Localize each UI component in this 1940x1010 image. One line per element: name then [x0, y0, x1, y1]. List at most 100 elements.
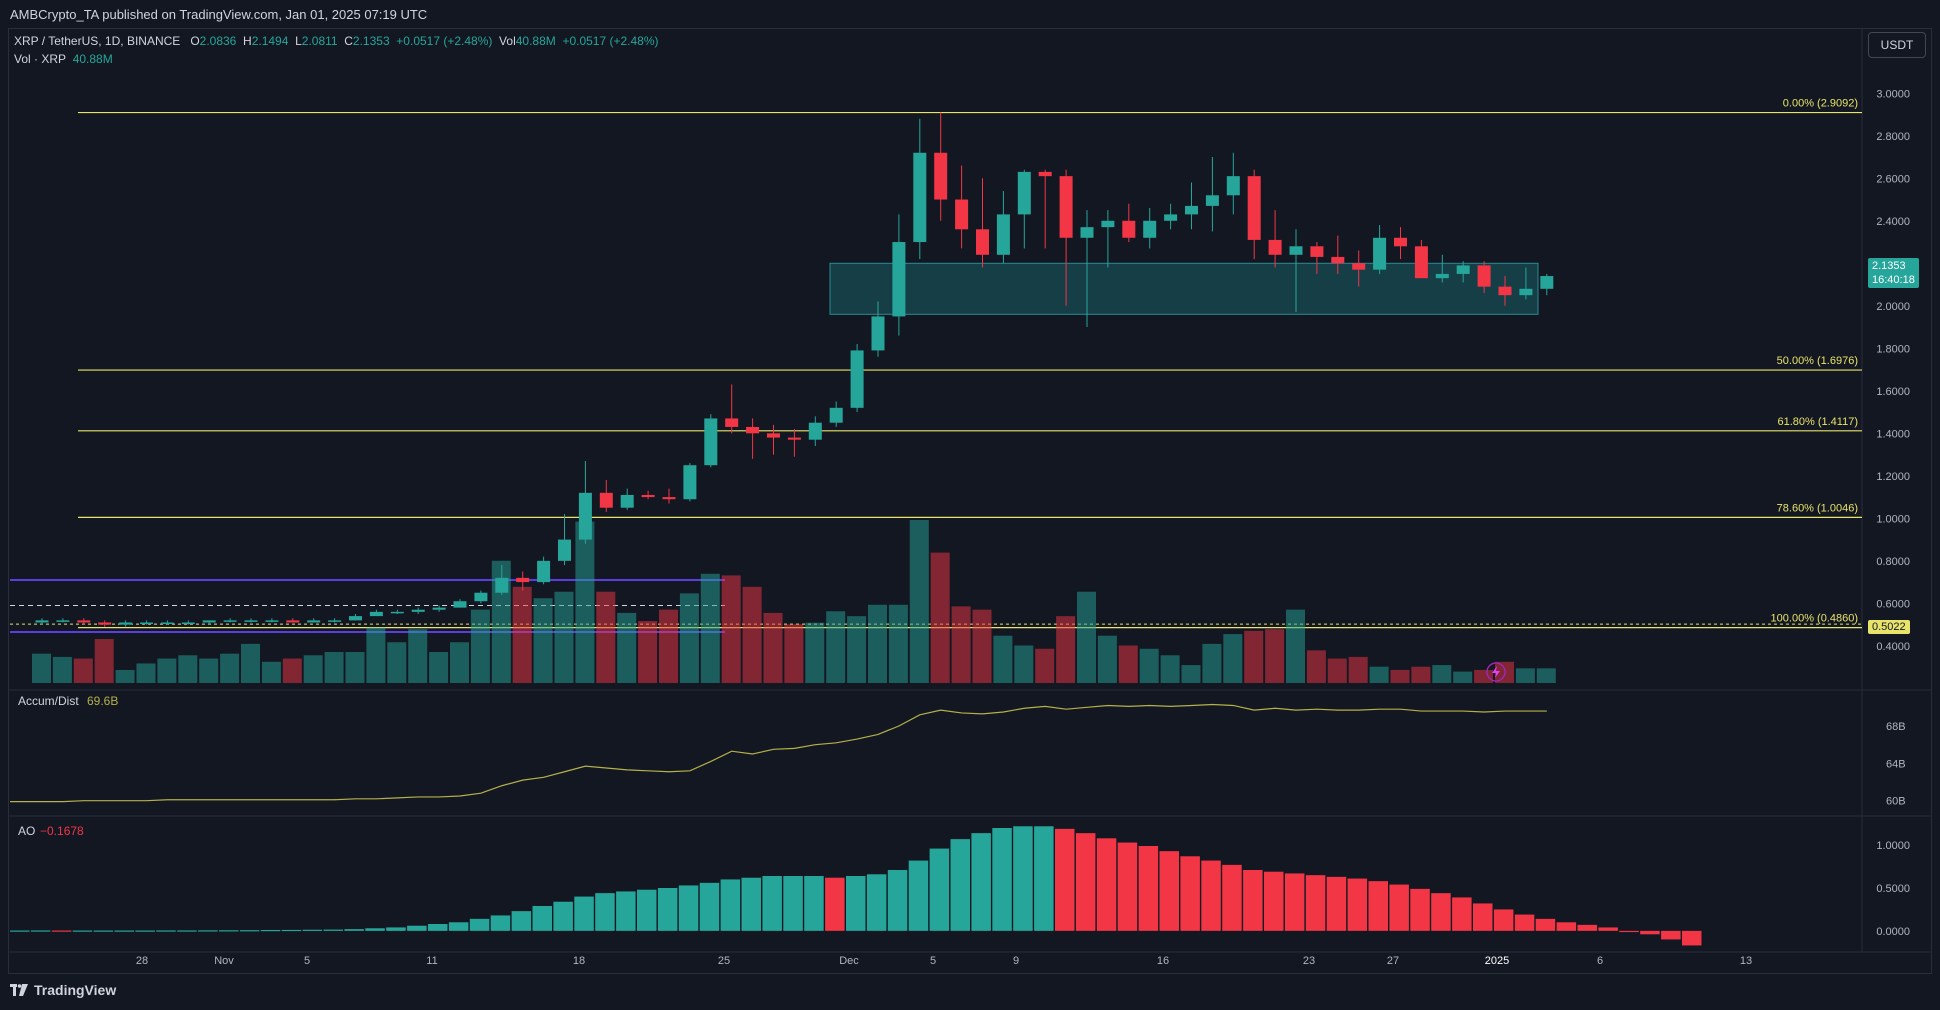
candle-body [1435, 273, 1449, 279]
support-zone [829, 262, 1539, 315]
ao-bar [1598, 927, 1618, 931]
currency-button[interactable]: USDT [1868, 32, 1926, 58]
close-label: C [344, 34, 353, 48]
ao-bar [1222, 864, 1242, 931]
lightning-icon-ring [1486, 662, 1506, 682]
candle-body [474, 592, 488, 602]
volume-bar [1223, 634, 1243, 683]
ao-bar [657, 888, 678, 931]
ao-bar [260, 930, 281, 932]
candle-body [1394, 237, 1407, 247]
candle-body [495, 577, 509, 593]
price-axis-tick-label: 2.0000 [1876, 301, 1910, 313]
volume-bar [94, 638, 114, 683]
volume-bar [763, 612, 783, 683]
last-price-value: 2.1353 [1872, 260, 1906, 272]
candle-body [1414, 246, 1428, 279]
volume-bar [1432, 665, 1452, 683]
volume-bar [679, 593, 699, 683]
ao-bar [51, 930, 72, 932]
volume-bar [847, 616, 867, 683]
volume-bar [659, 609, 678, 683]
time-axis-tick-label: 25 [718, 955, 730, 967]
volume-bar [1181, 665, 1201, 683]
ad-value: 69.6B [87, 694, 118, 708]
candle-body [1226, 176, 1240, 196]
ao-bar [93, 930, 114, 932]
ao-bar [1326, 876, 1347, 931]
candle-body [1373, 237, 1387, 270]
ao-bar [198, 930, 218, 932]
candle-body [767, 433, 780, 438]
volume-bar [1014, 645, 1034, 683]
ao-bar [1368, 881, 1388, 931]
volume-bar [930, 552, 950, 683]
volume-bar [387, 642, 407, 683]
volume-bar [178, 655, 198, 683]
ao-bar [637, 889, 657, 931]
price-axis-tick-label: 3.0000 [1876, 88, 1910, 100]
ao-bar [783, 876, 803, 931]
price-axis-tick-label: 1.2000 [1876, 471, 1910, 483]
volume-bar [1369, 666, 1389, 683]
ao-bar [407, 925, 427, 931]
candle-body [1017, 171, 1031, 215]
volume-bar [52, 656, 72, 683]
time-axis-tick-label: 5 [304, 955, 310, 967]
price-axis-tick-label: 1.0000 [1876, 513, 1910, 525]
time-axis-tick-label: Nov [214, 955, 234, 967]
lightning-icon [1486, 662, 1506, 682]
volume-bar [700, 573, 720, 683]
volume-bar [868, 604, 887, 683]
volume-row-label[interactable]: Vol · XRP [14, 52, 67, 66]
volume-bar [324, 652, 344, 683]
time-axis-tick-label: 9 [1013, 955, 1019, 967]
candle-body [913, 152, 927, 243]
volume-bar [303, 655, 323, 683]
fib-level-label: 61.80% (1.4117) [1777, 416, 1858, 428]
volume-bar [408, 629, 428, 683]
volume-bar [32, 653, 51, 683]
fib-level-label: 78.60% (1.0046) [1777, 502, 1858, 514]
ao-bar [1096, 838, 1117, 931]
volume-bar [199, 658, 219, 683]
ao-bar [469, 918, 490, 931]
volume-bar [1536, 668, 1556, 683]
chart-frame [8, 28, 1932, 974]
ao-bar [1159, 851, 1179, 931]
candle-body [537, 560, 551, 583]
candle-body [662, 497, 676, 500]
ao-axis-tick-label: 0.0000 [1876, 926, 1910, 938]
candle-body [996, 214, 1010, 255]
price-axis-tick-label: 2.8000 [1876, 131, 1910, 143]
time-axis-tick-label: 18 [573, 955, 585, 967]
ao-bar [1138, 846, 1159, 931]
ao-bar [846, 876, 866, 931]
candle-body [1101, 220, 1115, 228]
fib-level-label: 0.00% (2.9092) [1783, 98, 1858, 110]
volume-bar [1286, 609, 1305, 683]
symbol-label[interactable]: XRP / TetherUS, 1D, BINANCE [14, 34, 181, 48]
footer-brand-text: TradingView [34, 982, 117, 998]
ao-bar [992, 828, 1012, 931]
ao-bar [553, 901, 573, 931]
candle-body [35, 620, 49, 623]
volume-legend: Vol · XRP 40.88M [14, 52, 113, 66]
ao-bar [1431, 893, 1451, 931]
volume-bar [1474, 669, 1494, 683]
ao-bar [1013, 826, 1033, 931]
candle-body [683, 465, 697, 500]
candle-body [599, 492, 613, 508]
ao-bar [741, 877, 761, 931]
ao-bar [532, 906, 552, 931]
price-axis-tick-label: 1.4000 [1876, 428, 1910, 440]
price-axis-tick-label: 2.6000 [1876, 173, 1910, 185]
ao-bar [114, 930, 134, 932]
ao-bar [950, 839, 970, 931]
ad-line [10, 703, 1547, 803]
candle-body [1540, 276, 1554, 289]
ao-value: −0.1678 [40, 824, 84, 838]
ao-bar [10, 930, 30, 932]
ao-bar [1243, 870, 1263, 931]
